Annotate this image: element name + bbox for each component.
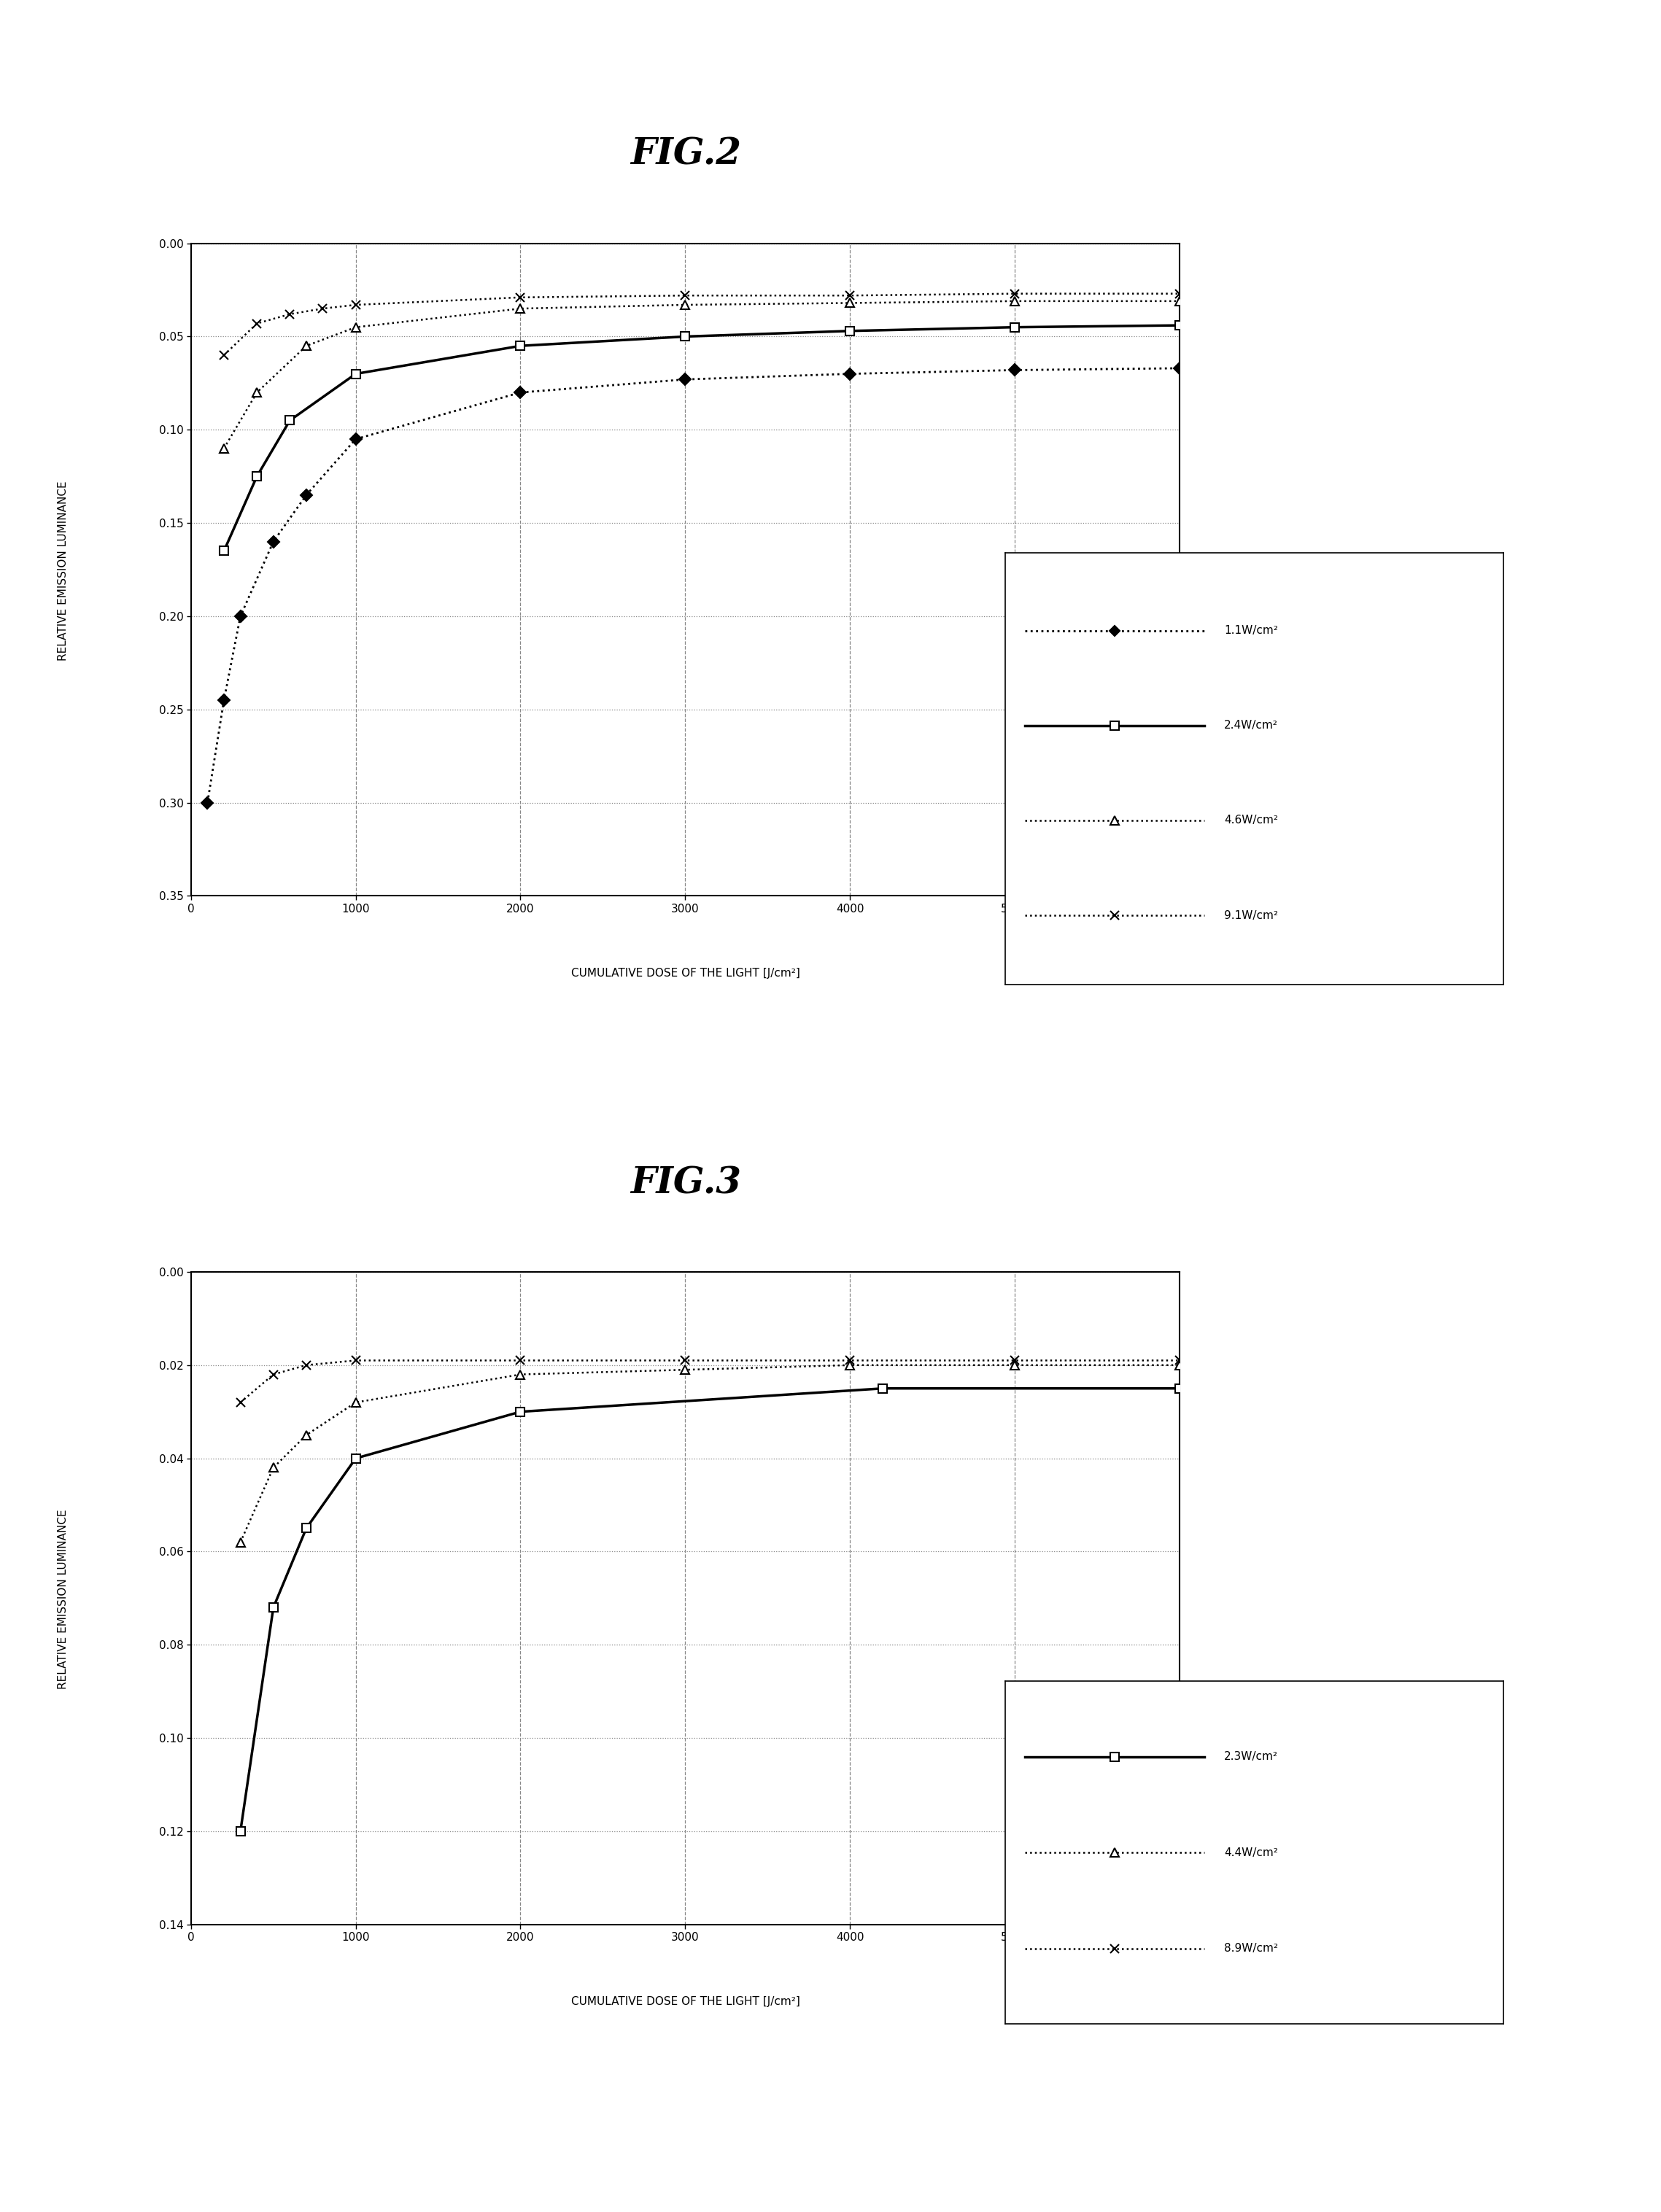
Text: FIG.2: FIG.2 (631, 137, 741, 173)
Text: RELATIVE EMISSION LUMINANCE: RELATIVE EMISSION LUMINANCE (58, 1509, 68, 1690)
Text: 2.4W/cm²: 2.4W/cm² (1224, 721, 1277, 730)
Text: 4.4W/cm²: 4.4W/cm² (1224, 1847, 1277, 1858)
Text: 9.1W/cm²: 9.1W/cm² (1224, 909, 1277, 920)
Text: 8.9W/cm²: 8.9W/cm² (1224, 1942, 1277, 1953)
Text: CUMULATIVE DOSE OF THE LIGHT [J/cm²]: CUMULATIVE DOSE OF THE LIGHT [J/cm²] (571, 1997, 801, 2006)
Text: 2.3W/cm²: 2.3W/cm² (1224, 1752, 1277, 1763)
Text: RELATIVE EMISSION LUMINANCE: RELATIVE EMISSION LUMINANCE (58, 480, 68, 661)
Text: 1.1W/cm²: 1.1W/cm² (1224, 626, 1277, 637)
Text: CUMULATIVE DOSE OF THE LIGHT [J/cm²]: CUMULATIVE DOSE OF THE LIGHT [J/cm²] (571, 969, 801, 978)
Text: FIG.3: FIG.3 (631, 1166, 741, 1201)
Text: 4.6W/cm²: 4.6W/cm² (1224, 814, 1277, 825)
